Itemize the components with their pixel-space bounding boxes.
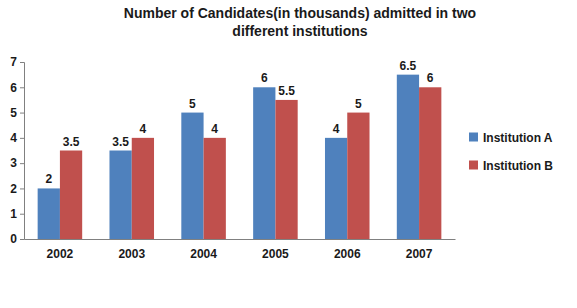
data-label: 5.5 (278, 84, 295, 98)
y-tick-mark (20, 113, 24, 114)
x-tick: 2007 (406, 239, 433, 261)
title: Number of Candidates(in thousands) admit… (124, 5, 476, 39)
bar (204, 138, 226, 239)
legend-item: Institution A (469, 131, 553, 145)
y-tick: 4 (10, 131, 24, 145)
y-tick: 7 (10, 55, 24, 69)
x-tick-label: 2006 (334, 247, 361, 261)
bar (347, 113, 369, 239)
y-tick: 2 (10, 182, 24, 196)
y-axis-line (20, 63, 25, 240)
data-label: 4 (140, 122, 147, 136)
bar (275, 100, 297, 239)
y-tick-label: 7 (10, 55, 17, 69)
bar (325, 138, 347, 239)
data-label: 6 (427, 71, 434, 85)
data-label: 5 (355, 97, 362, 111)
data-labels: 2 3.5 5 6 4 6.5 3.5 4 4 5.5 5 6 (45, 59, 433, 187)
y-tick-mark (20, 87, 24, 88)
y-tick-mark (20, 188, 24, 189)
legend: Institution A Institution B (469, 131, 553, 173)
x-tick: 2002 (47, 239, 74, 261)
bar (419, 87, 441, 239)
y-tick: 5 (10, 106, 24, 120)
y-tick: 6 (10, 81, 24, 95)
title-line: Number of Candidates(in thousands) admit… (124, 5, 476, 21)
y-tick-label: 0 (10, 232, 17, 246)
data-label: 3.5 (63, 135, 80, 149)
legend-label: Institution B (483, 159, 553, 173)
y-tick-mark (20, 62, 24, 63)
bar (181, 113, 203, 239)
x-tick-label: 2007 (406, 247, 433, 261)
data-label: 5 (189, 97, 196, 111)
title-line: different institutions (232, 23, 368, 39)
bar (253, 87, 275, 239)
y-tick-label: 2 (10, 182, 17, 196)
bar (132, 138, 154, 239)
y-tick-label: 5 (10, 106, 17, 120)
y-tick-label: 3 (10, 156, 17, 170)
y-tick: 0 (10, 232, 24, 246)
legend-label: Institution A (483, 131, 553, 145)
y-tick-mark (20, 214, 24, 215)
y-tick: 1 (10, 207, 24, 221)
bars (38, 75, 442, 239)
legend-swatch (469, 161, 478, 170)
y-tick-mark (20, 239, 24, 240)
y-tick-mark (20, 163, 24, 164)
x-tick: 2006 (334, 239, 361, 261)
y-tick-label: 4 (10, 131, 17, 145)
x-tick-label: 2002 (47, 247, 74, 261)
bar (38, 188, 60, 239)
data-label: 2 (45, 172, 52, 186)
y-axis: 0 1 2 3 4 5 6 7 (10, 55, 24, 246)
x-tick-label: 2004 (190, 247, 217, 261)
legend-item: Institution B (469, 159, 553, 173)
plot: 2 3.5 5 6 4 6.5 3.5 4 4 5.5 5 6 0 1 2 3 4 5 6 7 2002 2003 2004… (10, 55, 455, 260)
data-label: 4 (333, 122, 340, 136)
legend-swatch (469, 133, 478, 142)
data-label: 6 (261, 71, 268, 85)
y-tick-label: 1 (10, 207, 17, 221)
x-tick: 2003 (118, 239, 145, 261)
data-label: 4 (211, 122, 218, 136)
data-label: 6.5 (400, 59, 417, 73)
x-tick-label: 2003 (118, 247, 145, 261)
data-label: 3.5 (112, 135, 129, 149)
bar (60, 151, 82, 240)
bar (397, 75, 419, 239)
x-tick: 2005 (262, 239, 289, 261)
x-axis: 2002 2003 2004 2005 2006 2007 (25, 239, 456, 261)
bar (109, 151, 131, 240)
chart: Number of Candidates(in thousands) admit… (0, 0, 577, 308)
x-tick: 2004 (190, 239, 217, 261)
x-axis-line (25, 239, 456, 240)
y-tick-label: 6 (10, 81, 17, 95)
x-tick-label: 2005 (262, 247, 289, 261)
y-tick-mark (20, 138, 24, 139)
y-tick: 3 (10, 156, 24, 170)
